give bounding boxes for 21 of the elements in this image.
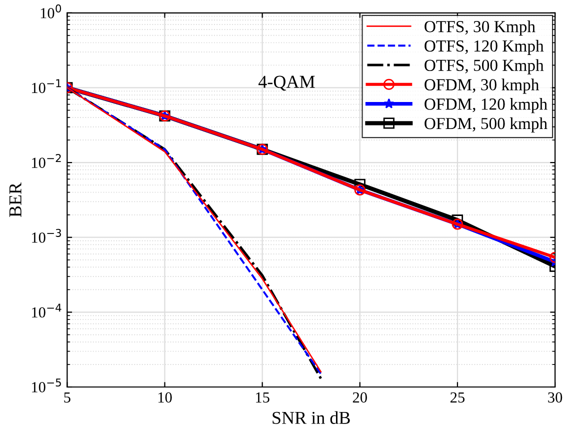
x-tick-label: 25: [450, 392, 465, 403]
legend-label: OFDM, 120 kmph: [424, 98, 548, 114]
legend-label: OFDM, 30 kmph: [424, 78, 540, 94]
y-axis-title: BER: [9, 182, 22, 217]
x-tick-label: 15: [256, 392, 270, 403]
legend-label: OTFS, 500 Kmph: [424, 59, 544, 74]
x-tick-label: 5: [64, 392, 70, 403]
legend-label: OTFS, 120 Kmph: [424, 40, 544, 55]
x-tick-label: 10: [158, 392, 172, 403]
y-tick-label: 10$^{−5}$: [32, 378, 61, 392]
x-axis-title: SNR in dB: [272, 411, 350, 424]
y-tick-label: 10$^{−2}$: [32, 154, 61, 168]
legend-label: OFDM, 500 kmph: [424, 117, 548, 133]
annotation: 4-QAM: [258, 76, 315, 91]
x-tick-label: 30: [548, 392, 562, 403]
y-tick-label: 10$^{0}$: [40, 4, 62, 18]
y-tick-label: 10$^{−3}$: [32, 228, 62, 243]
y-tick-label: 10$^{−1}$: [32, 79, 61, 94]
y-tick-label: 10$^{−4}$: [32, 304, 62, 318]
x-tick-label: 20: [352, 392, 367, 403]
legend-label: OTFS, 30 Kmph: [424, 20, 536, 36]
